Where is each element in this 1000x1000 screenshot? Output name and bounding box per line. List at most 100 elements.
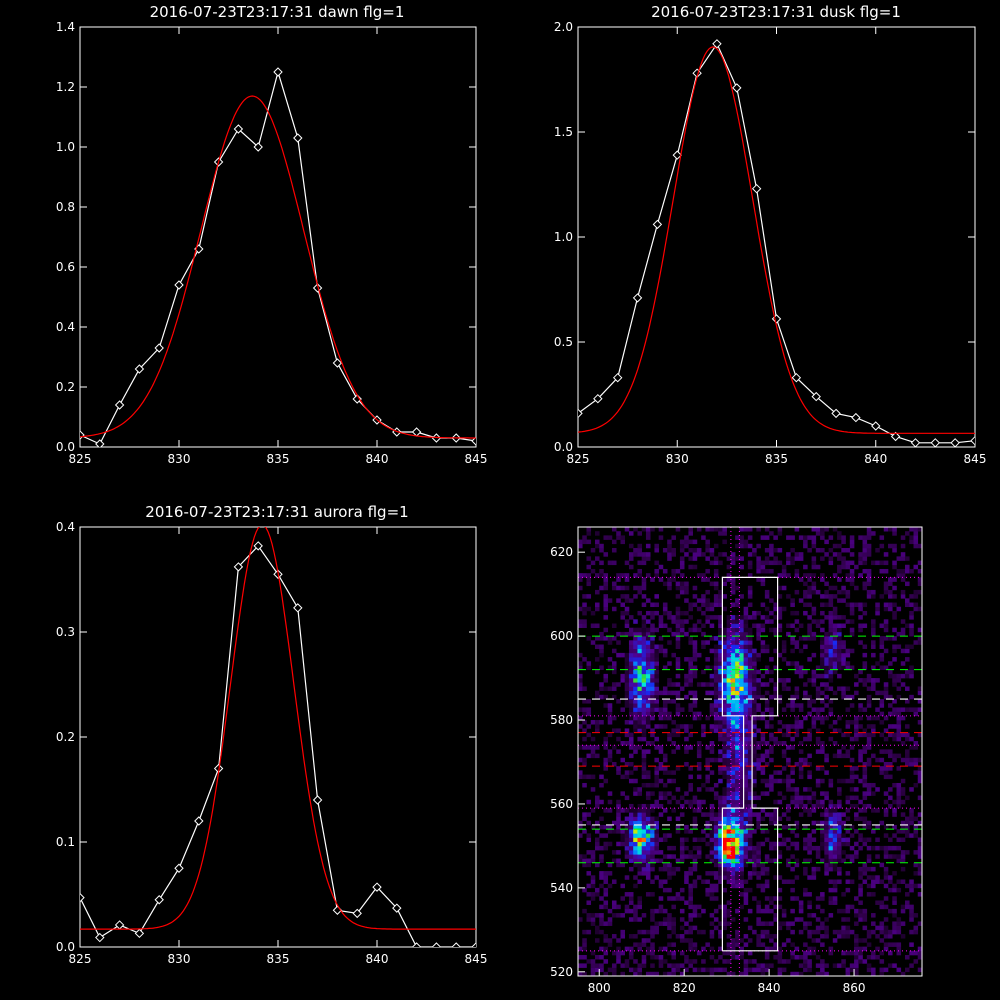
heatmap-cell (671, 808, 676, 813)
heatmap-cell (675, 896, 681, 901)
heatmap-cell (811, 803, 817, 809)
heatmap-cell (722, 745, 727, 750)
heatmap-cell (747, 871, 753, 876)
heatmap-cell (713, 556, 719, 561)
heatmap-cell (777, 678, 783, 683)
heatmap-cell (735, 535, 740, 540)
heatmap-cell (603, 678, 609, 683)
heatmap-cell (837, 673, 842, 679)
heatmap-cell (790, 908, 795, 914)
heatmap-cell (905, 824, 910, 830)
heatmap-cell (645, 808, 651, 813)
heatmap-cell (879, 921, 885, 926)
heatmap-cell (633, 837, 638, 843)
heatmap-cell (849, 606, 855, 612)
heatmap-cell (777, 904, 783, 910)
heatmap-cell (713, 824, 719, 830)
heatmap-cell (637, 644, 643, 649)
heatmap-cell (841, 850, 846, 855)
heatmap-cell (658, 619, 664, 624)
heatmap-cell (645, 556, 651, 561)
heatmap-cell (726, 631, 732, 637)
heatmap-cell (756, 854, 761, 859)
heatmap-cell (764, 720, 770, 725)
heatmap-cell (578, 971, 583, 977)
heatmap-cell (650, 673, 655, 679)
heatmap-cell (624, 665, 630, 670)
heatmap-cell (645, 686, 651, 691)
heatmap-cell (713, 850, 719, 855)
heatmap-cell (888, 942, 893, 947)
heatmap-cell (654, 736, 659, 742)
heatmap-cell (764, 879, 770, 884)
heatmap-cell (735, 682, 740, 687)
heatmap-cell (752, 694, 757, 700)
heatmap-cell (624, 845, 630, 851)
heatmap-cell (832, 929, 838, 935)
heatmap-cell (820, 594, 825, 599)
heatmap-cell (824, 934, 829, 939)
heatmap-cell (671, 917, 676, 922)
heatmap-cell (633, 594, 638, 599)
heatmap-cell (726, 652, 732, 658)
heatmap-cell (854, 816, 859, 822)
heatmap-cell (769, 963, 774, 968)
heatmap-cell (883, 686, 889, 691)
heatmap-cell (730, 917, 736, 922)
heatmap-cell (845, 871, 851, 876)
heatmap-cell (760, 921, 766, 926)
heatmap-cell (650, 858, 655, 863)
heatmap-cell (752, 803, 757, 809)
heatmap-cell (692, 552, 698, 557)
heatmap-cell (888, 673, 893, 679)
heatmap-cell (726, 694, 732, 700)
heatmap-cell (769, 547, 774, 553)
heatmap-cell (803, 858, 808, 863)
heatmap-cell (637, 833, 643, 838)
heatmap-cell (896, 803, 902, 809)
heatmap-cell (815, 955, 821, 960)
heatmap-cell (777, 728, 783, 733)
heatmap-cell (726, 703, 732, 708)
heatmap-cell (752, 770, 757, 775)
dawn-ytick-label: 1.4 (56, 20, 75, 34)
heatmap-cell (824, 854, 829, 859)
heatmap-cell (841, 908, 846, 914)
heatmap-cell (807, 589, 812, 595)
heatmap-cell (824, 770, 829, 775)
heatmap-cell (628, 707, 634, 712)
heatmap-cell (641, 715, 647, 721)
heatmap-cell (624, 833, 630, 838)
heatmap-cell (824, 539, 829, 545)
heatmap-cell (900, 577, 906, 582)
heatmap-cell (654, 845, 659, 851)
heatmap-cell (730, 757, 736, 763)
heatmap-cell (645, 669, 651, 675)
heatmap-cell (637, 657, 643, 662)
heatmap-cell (866, 787, 872, 792)
heatmap-cell (603, 841, 609, 847)
heatmap-cell (786, 661, 791, 666)
heatmap-cell (905, 883, 910, 889)
heatmap-cell (616, 904, 621, 910)
heatmap-cell (781, 749, 787, 754)
heatmap-cell (820, 824, 825, 830)
dawn-ytick-label: 1.0 (56, 140, 75, 154)
heatmap-cell (705, 615, 710, 620)
heatmap-cell (722, 657, 727, 662)
heatmap-cell (917, 766, 923, 771)
heatmap-cell (603, 745, 609, 750)
heatmap-cell (662, 854, 668, 859)
heatmap-cell (586, 581, 592, 587)
heatmap-cell (735, 883, 740, 889)
heatmap-cell (764, 606, 770, 612)
heatmap-cell (883, 833, 889, 838)
heatmap-cell (854, 913, 859, 918)
heatmap-cell (790, 770, 795, 775)
heatmap-cell (586, 711, 592, 717)
heatmap-cell (739, 774, 744, 780)
heatmap-cell (590, 568, 596, 574)
heatmap-cell (743, 745, 749, 750)
heatmap-cell (718, 673, 723, 679)
heatmap-cell (917, 589, 923, 595)
